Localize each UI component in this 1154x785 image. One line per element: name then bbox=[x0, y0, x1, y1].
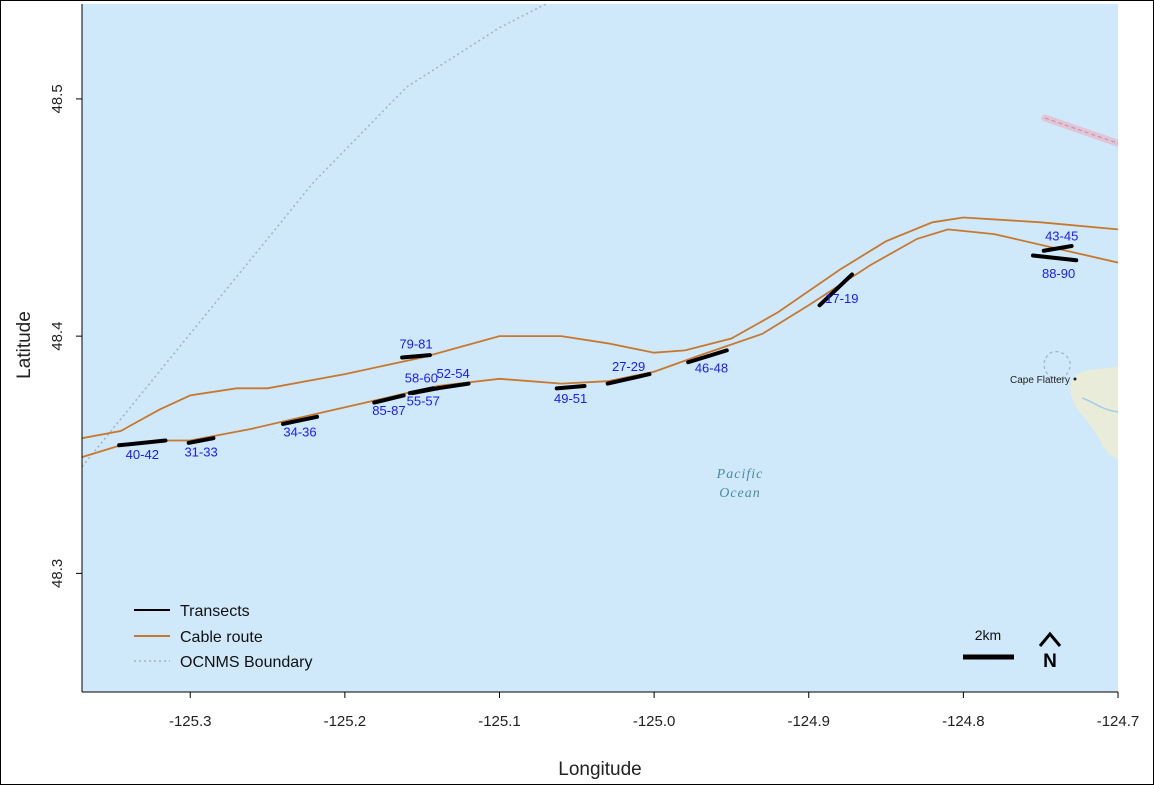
y-tick-label: 48.5 bbox=[49, 84, 66, 113]
ocnms-boundary-line bbox=[82, 4, 548, 468]
x-tick-label: -125.1 bbox=[478, 713, 521, 730]
x-tick-label: -124.7 bbox=[1097, 713, 1140, 730]
x-tick-label: -124.9 bbox=[787, 713, 830, 730]
x-tick-label: -125.0 bbox=[633, 713, 676, 730]
legend-label-transects: Transects bbox=[180, 603, 250, 620]
y-tick-label: 48.4 bbox=[49, 322, 66, 351]
transect-88-90 bbox=[1030, 253, 1079, 263]
scale-bar-label: 2km bbox=[975, 627, 1001, 643]
y-axis-title: Latitude bbox=[14, 311, 35, 379]
x-tick-label: -125.2 bbox=[324, 713, 367, 730]
transect-label-55-57: 55-57 bbox=[407, 394, 440, 409]
transect-label-52-54: 52-54 bbox=[436, 366, 469, 381]
cable-route-north-line bbox=[82, 216, 1118, 440]
x-tick-label: -124.8 bbox=[942, 713, 985, 730]
land-stream bbox=[1081, 397, 1118, 413]
transect-17-19 bbox=[817, 272, 855, 308]
transect-label-79-81: 79-81 bbox=[399, 336, 432, 351]
ocean-label-line-2: Ocean bbox=[719, 486, 761, 501]
legend: Transects Cable route OCNMS Boundary bbox=[134, 603, 313, 671]
x-axis-title: Longitude bbox=[558, 759, 641, 780]
transect-27-29 bbox=[605, 372, 652, 386]
transect-label-34-36: 34-36 bbox=[283, 424, 316, 439]
transect-34-36 bbox=[281, 414, 320, 426]
legend-label-cable-route: Cable route bbox=[180, 629, 263, 646]
transect-label-49-51: 49-51 bbox=[554, 391, 587, 406]
transect-label-27-29: 27-29 bbox=[612, 359, 645, 374]
cable-route-south-line bbox=[82, 228, 1118, 458]
transect-label-43-45: 43-45 bbox=[1045, 228, 1078, 243]
cape-flattery-land bbox=[1070, 366, 1118, 460]
transect-85-87 bbox=[372, 393, 406, 405]
cape-flattery-marker bbox=[1073, 377, 1077, 381]
x-axis-ticks: -125.3 -125.2 -125.1 -125.0 -124.9 -124.8 -124… bbox=[169, 692, 1139, 730]
transect-label-40-42: 40-42 bbox=[126, 447, 159, 462]
north-arrow-icon: N bbox=[1038, 631, 1062, 672]
cape-flattery-dotted-outline bbox=[1043, 351, 1071, 380]
transect-49-51 bbox=[554, 383, 587, 391]
transect-label-58-60: 58-60 bbox=[405, 371, 438, 386]
transect-40-42 bbox=[117, 438, 168, 448]
transect-43-45 bbox=[1041, 243, 1074, 253]
transect-79-81 bbox=[400, 353, 432, 360]
transect-label-88-90: 88-90 bbox=[1042, 266, 1075, 281]
water-background bbox=[82, 4, 1118, 692]
transect-label-17-19: 17-19 bbox=[825, 291, 858, 306]
transect-label-31-33: 31-33 bbox=[184, 445, 217, 460]
y-axis-ticks: 48.3 48.4 48.5 bbox=[49, 84, 82, 588]
place-label: Cape Flattery bbox=[1010, 375, 1070, 386]
y-tick-label: 48.3 bbox=[49, 559, 66, 588]
transect-52-54 bbox=[435, 381, 471, 391]
transect-55-57 bbox=[410, 386, 440, 396]
transect-46-48 bbox=[686, 348, 729, 365]
scale-bar: 2km bbox=[963, 627, 1014, 660]
restricted-zone-dashes bbox=[1044, 117, 1118, 144]
ocean-label-line-1: Pacific bbox=[716, 467, 764, 482]
transect-31-33 bbox=[186, 436, 216, 445]
transect-label-85-87: 85-87 bbox=[372, 403, 405, 418]
north-arrow-label: N bbox=[1043, 651, 1057, 672]
x-tick-label: -125.3 bbox=[169, 713, 212, 730]
legend-label-ocnms-boundary: OCNMS Boundary bbox=[180, 654, 313, 671]
transect-label-46-48: 46-48 bbox=[695, 360, 728, 375]
